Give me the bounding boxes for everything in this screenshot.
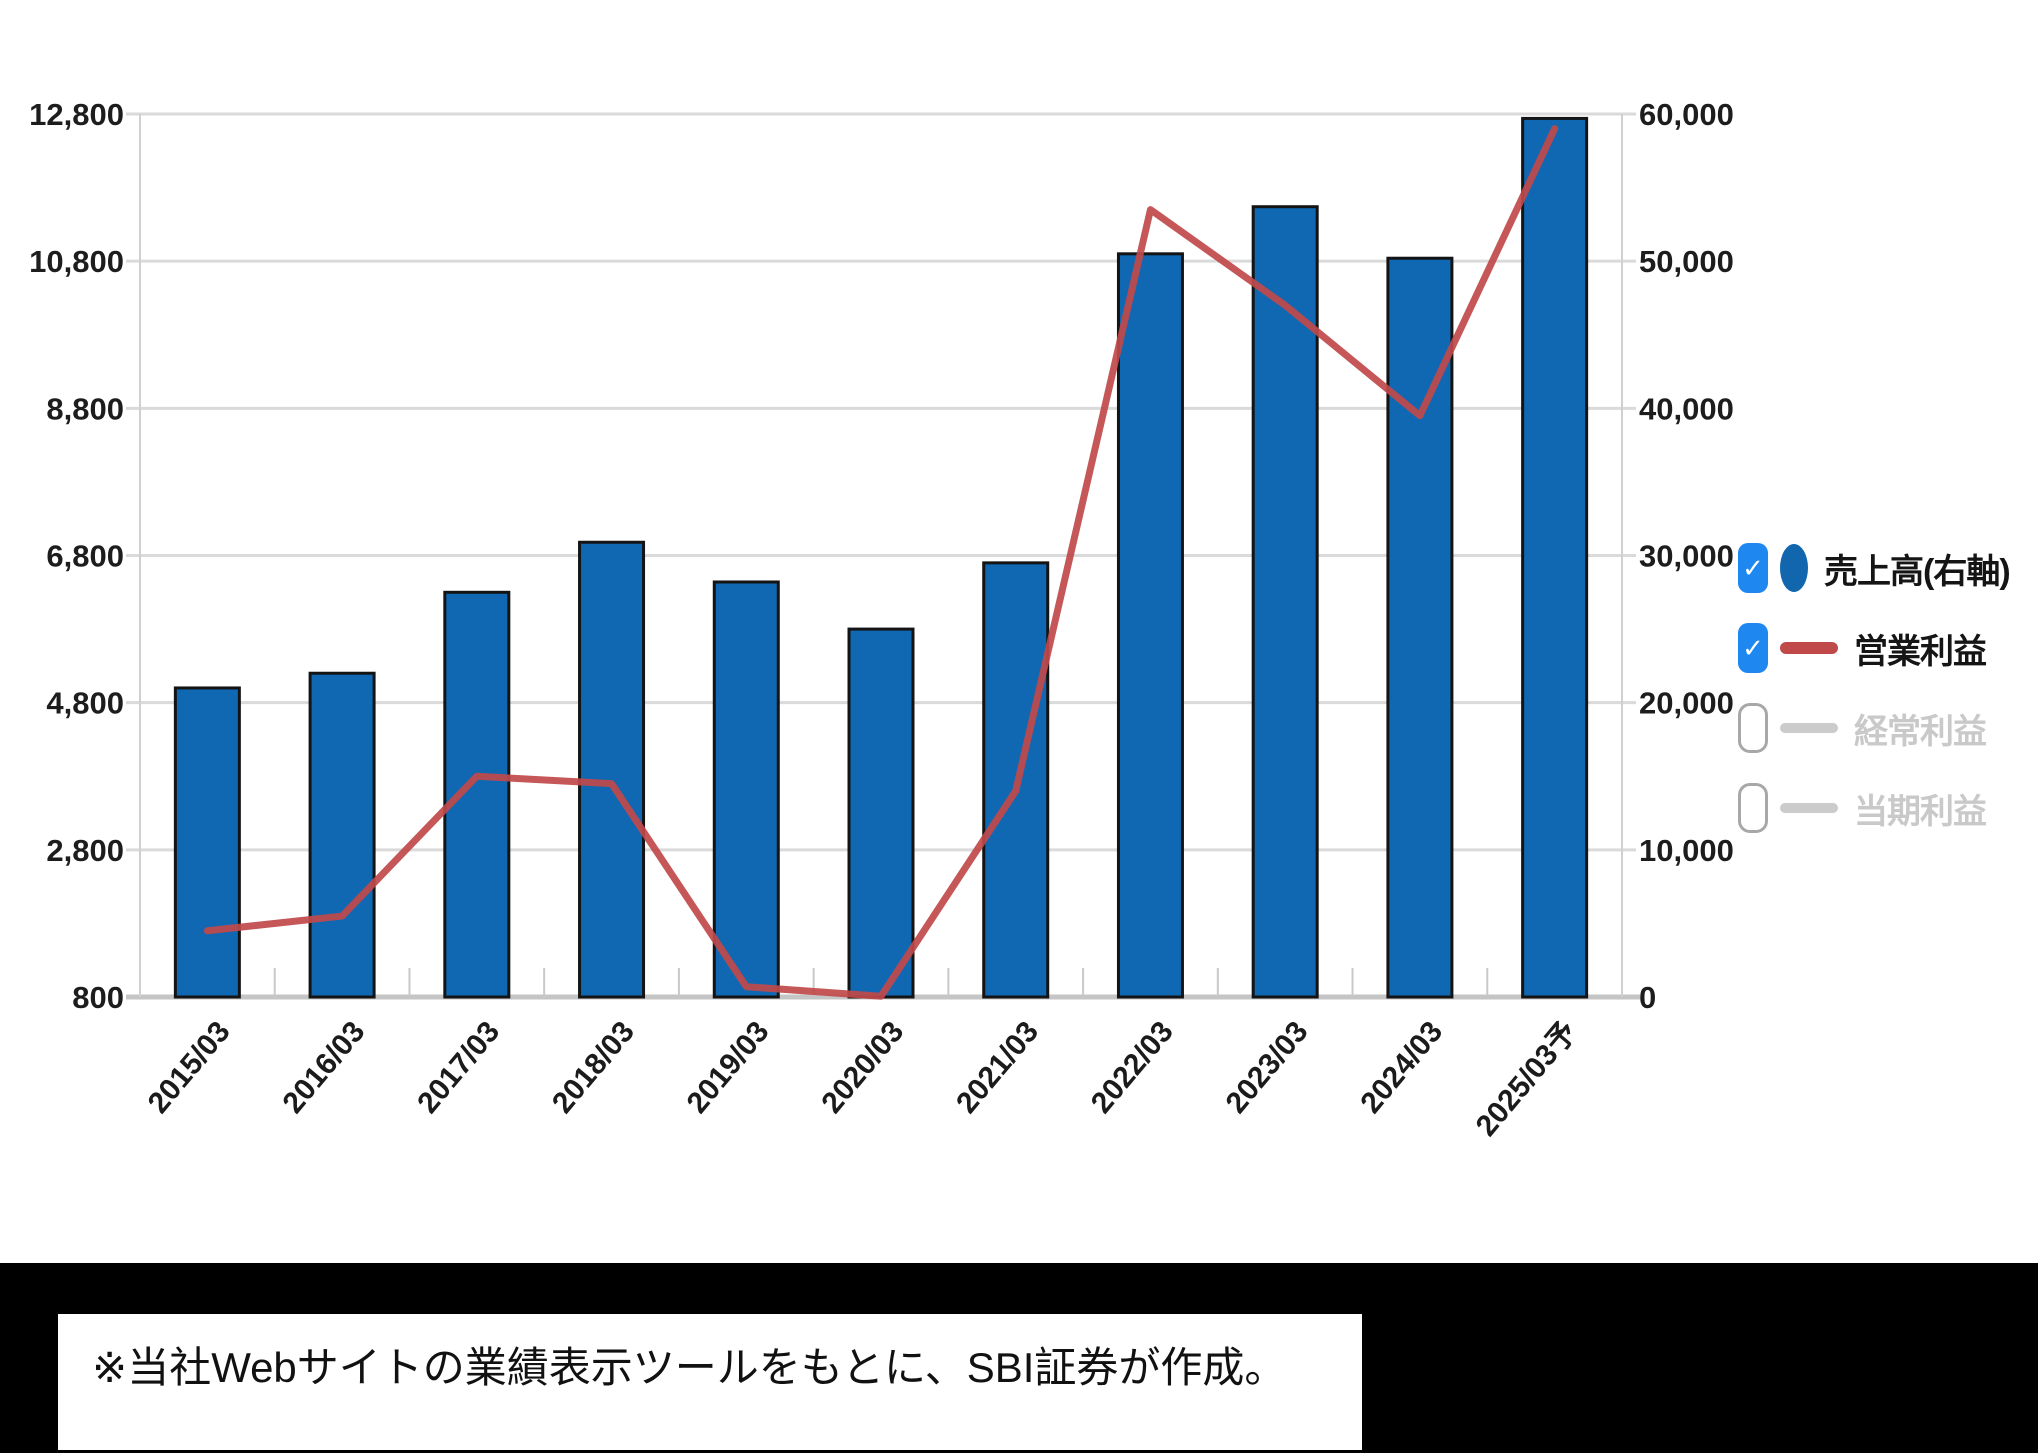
net-profit-series-icon	[1780, 803, 1838, 813]
revenue-bar	[1116, 252, 1184, 999]
x-axis-tick-label: 2019/03	[681, 1015, 776, 1119]
x-axis-tick-label: 2017/03	[411, 1015, 506, 1119]
y-axis-right-tick-label: 10,000	[1639, 833, 1734, 868]
legend-item-ordinary-profit[interactable]: 経常利益	[1738, 688, 2010, 768]
x-axis-tick-label: 2021/03	[950, 1015, 1045, 1119]
revenue-series-icon	[1780, 544, 1808, 592]
y-axis-right-tick-label: 40,000	[1639, 391, 1734, 426]
ordinary-profit-checkbox[interactable]	[1738, 703, 1768, 753]
x-axis-tick-label: 2015/03	[142, 1015, 237, 1119]
y-axis-right-tick-label: 0	[1639, 980, 1656, 1015]
legend-item-revenue[interactable]: ✓ 売上高(右軸)	[1738, 528, 2011, 608]
net-profit-checkbox[interactable]	[1738, 783, 1768, 833]
legend-label-revenue: 売上高(右軸)	[1824, 552, 2011, 591]
source-note-text: ※当社Webサイトの業績表示ツールをもとに、SBI証券が作成。	[92, 1344, 1287, 1391]
revenue-bar	[308, 671, 376, 999]
legend-label-operating-profit: 営業利益	[1854, 632, 1987, 671]
operating-profit-line	[203, 125, 1559, 1000]
revenue-bar	[847, 627, 915, 999]
x-axis-tick-label: 2018/03	[546, 1015, 641, 1119]
x-axis-tick-label: 2016/03	[276, 1015, 371, 1119]
y-axis-left-tick-label: 10,800	[29, 244, 124, 279]
y-axis-right-tick-label: 60,000	[1639, 97, 1734, 132]
source-note-box: ※当社Webサイトの業績表示ツールをもとに、SBI証券が作成。	[58, 1314, 1362, 1450]
legend-label-net-profit: 当期利益	[1854, 792, 1987, 831]
x-axis-tick-label: 2024/03	[1354, 1015, 1449, 1119]
legend-item-net-profit[interactable]: 当期利益	[1738, 768, 2010, 848]
y-axis-left-tick-label: 4,800	[46, 686, 124, 721]
operating-profit-series-icon	[1780, 642, 1838, 654]
y-axis-left-tick-label: 6,800	[46, 539, 124, 574]
revenue-bar	[578, 540, 646, 999]
y-axis-left-tick-label: 8,800	[46, 391, 124, 426]
revenue-bar	[712, 580, 780, 999]
y-axis-left-tick-label: 2,800	[46, 833, 124, 868]
x-axis-tick-label: 2022/03	[1085, 1015, 1180, 1119]
y-axis-left-tick-label: 12,800	[29, 97, 124, 132]
x-axis-tick-label: 2020/03	[815, 1015, 910, 1119]
chart-legend: ✓ 売上高(右軸) ✓ 営業利益 経常利益 当期利益	[1738, 528, 2011, 848]
y-axis-right-tick-label: 30,000	[1639, 539, 1734, 574]
ordinary-profit-series-icon	[1780, 723, 1838, 733]
y-axis-right-tick-label: 20,000	[1639, 686, 1734, 721]
x-axis-tick-label: 2023/03	[1220, 1015, 1315, 1119]
operating-profit-checkbox[interactable]: ✓	[1738, 623, 1768, 673]
revenue-checkbox[interactable]: ✓	[1738, 543, 1768, 593]
y-axis-right-tick-label: 50,000	[1639, 244, 1734, 279]
revenue-bar	[173, 686, 241, 999]
legend-label-ordinary-profit: 経常利益	[1854, 712, 1987, 751]
combo-chart: 12,800 60,000 10,800 50,000 8,800 40,000 6,800…	[29, 97, 1734, 1143]
revenue-bar	[1251, 205, 1319, 999]
legend-item-operating-profit[interactable]: ✓ 営業利益	[1738, 608, 2010, 688]
revenue-bar	[1386, 256, 1454, 999]
y-axis-left-tick-label: 800	[72, 980, 124, 1015]
x-axis-tick-label: 2025/03予	[1470, 1015, 1584, 1142]
revenue-bar	[1521, 116, 1589, 999]
